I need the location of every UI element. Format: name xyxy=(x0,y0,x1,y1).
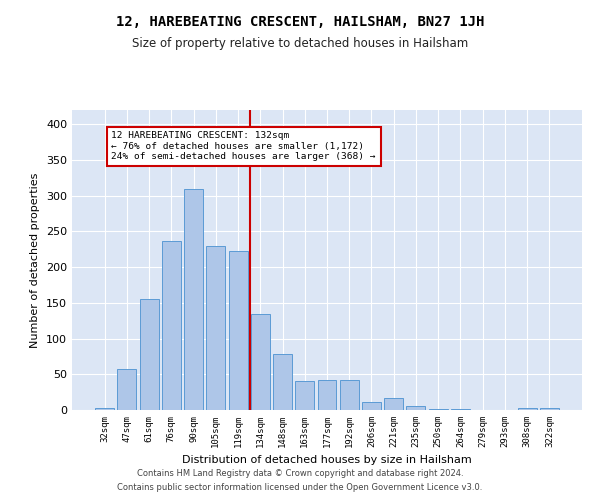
Bar xyxy=(118,370,136,410)
Bar xyxy=(540,408,559,410)
Y-axis label: Number of detached properties: Number of detached properties xyxy=(31,172,40,348)
Bar xyxy=(251,314,270,410)
Bar xyxy=(406,406,425,410)
Bar xyxy=(206,246,225,410)
Bar xyxy=(362,402,381,410)
Bar xyxy=(229,252,248,410)
Bar xyxy=(140,300,158,410)
Bar xyxy=(384,398,403,410)
Text: Contains HM Land Registry data © Crown copyright and database right 2024.: Contains HM Land Registry data © Crown c… xyxy=(137,468,463,477)
Text: Size of property relative to detached houses in Hailsham: Size of property relative to detached ho… xyxy=(132,38,468,51)
Bar xyxy=(273,354,292,410)
Bar xyxy=(340,380,359,410)
X-axis label: Distribution of detached houses by size in Hailsham: Distribution of detached houses by size … xyxy=(182,456,472,466)
Bar xyxy=(518,408,536,410)
Text: 12, HAREBEATING CRESCENT, HAILSHAM, BN27 1JH: 12, HAREBEATING CRESCENT, HAILSHAM, BN27… xyxy=(116,15,484,29)
Bar xyxy=(429,408,448,410)
Text: 12 HAREBEATING CRESCENT: 132sqm
← 76% of detached houses are smaller (1,172)
24%: 12 HAREBEATING CRESCENT: 132sqm ← 76% of… xyxy=(112,132,376,161)
Bar xyxy=(95,408,114,410)
Text: Contains public sector information licensed under the Open Government Licence v3: Contains public sector information licen… xyxy=(118,484,482,492)
Bar xyxy=(451,408,470,410)
Bar xyxy=(184,190,203,410)
Bar xyxy=(317,380,337,410)
Bar xyxy=(295,382,314,410)
Bar xyxy=(162,242,181,410)
